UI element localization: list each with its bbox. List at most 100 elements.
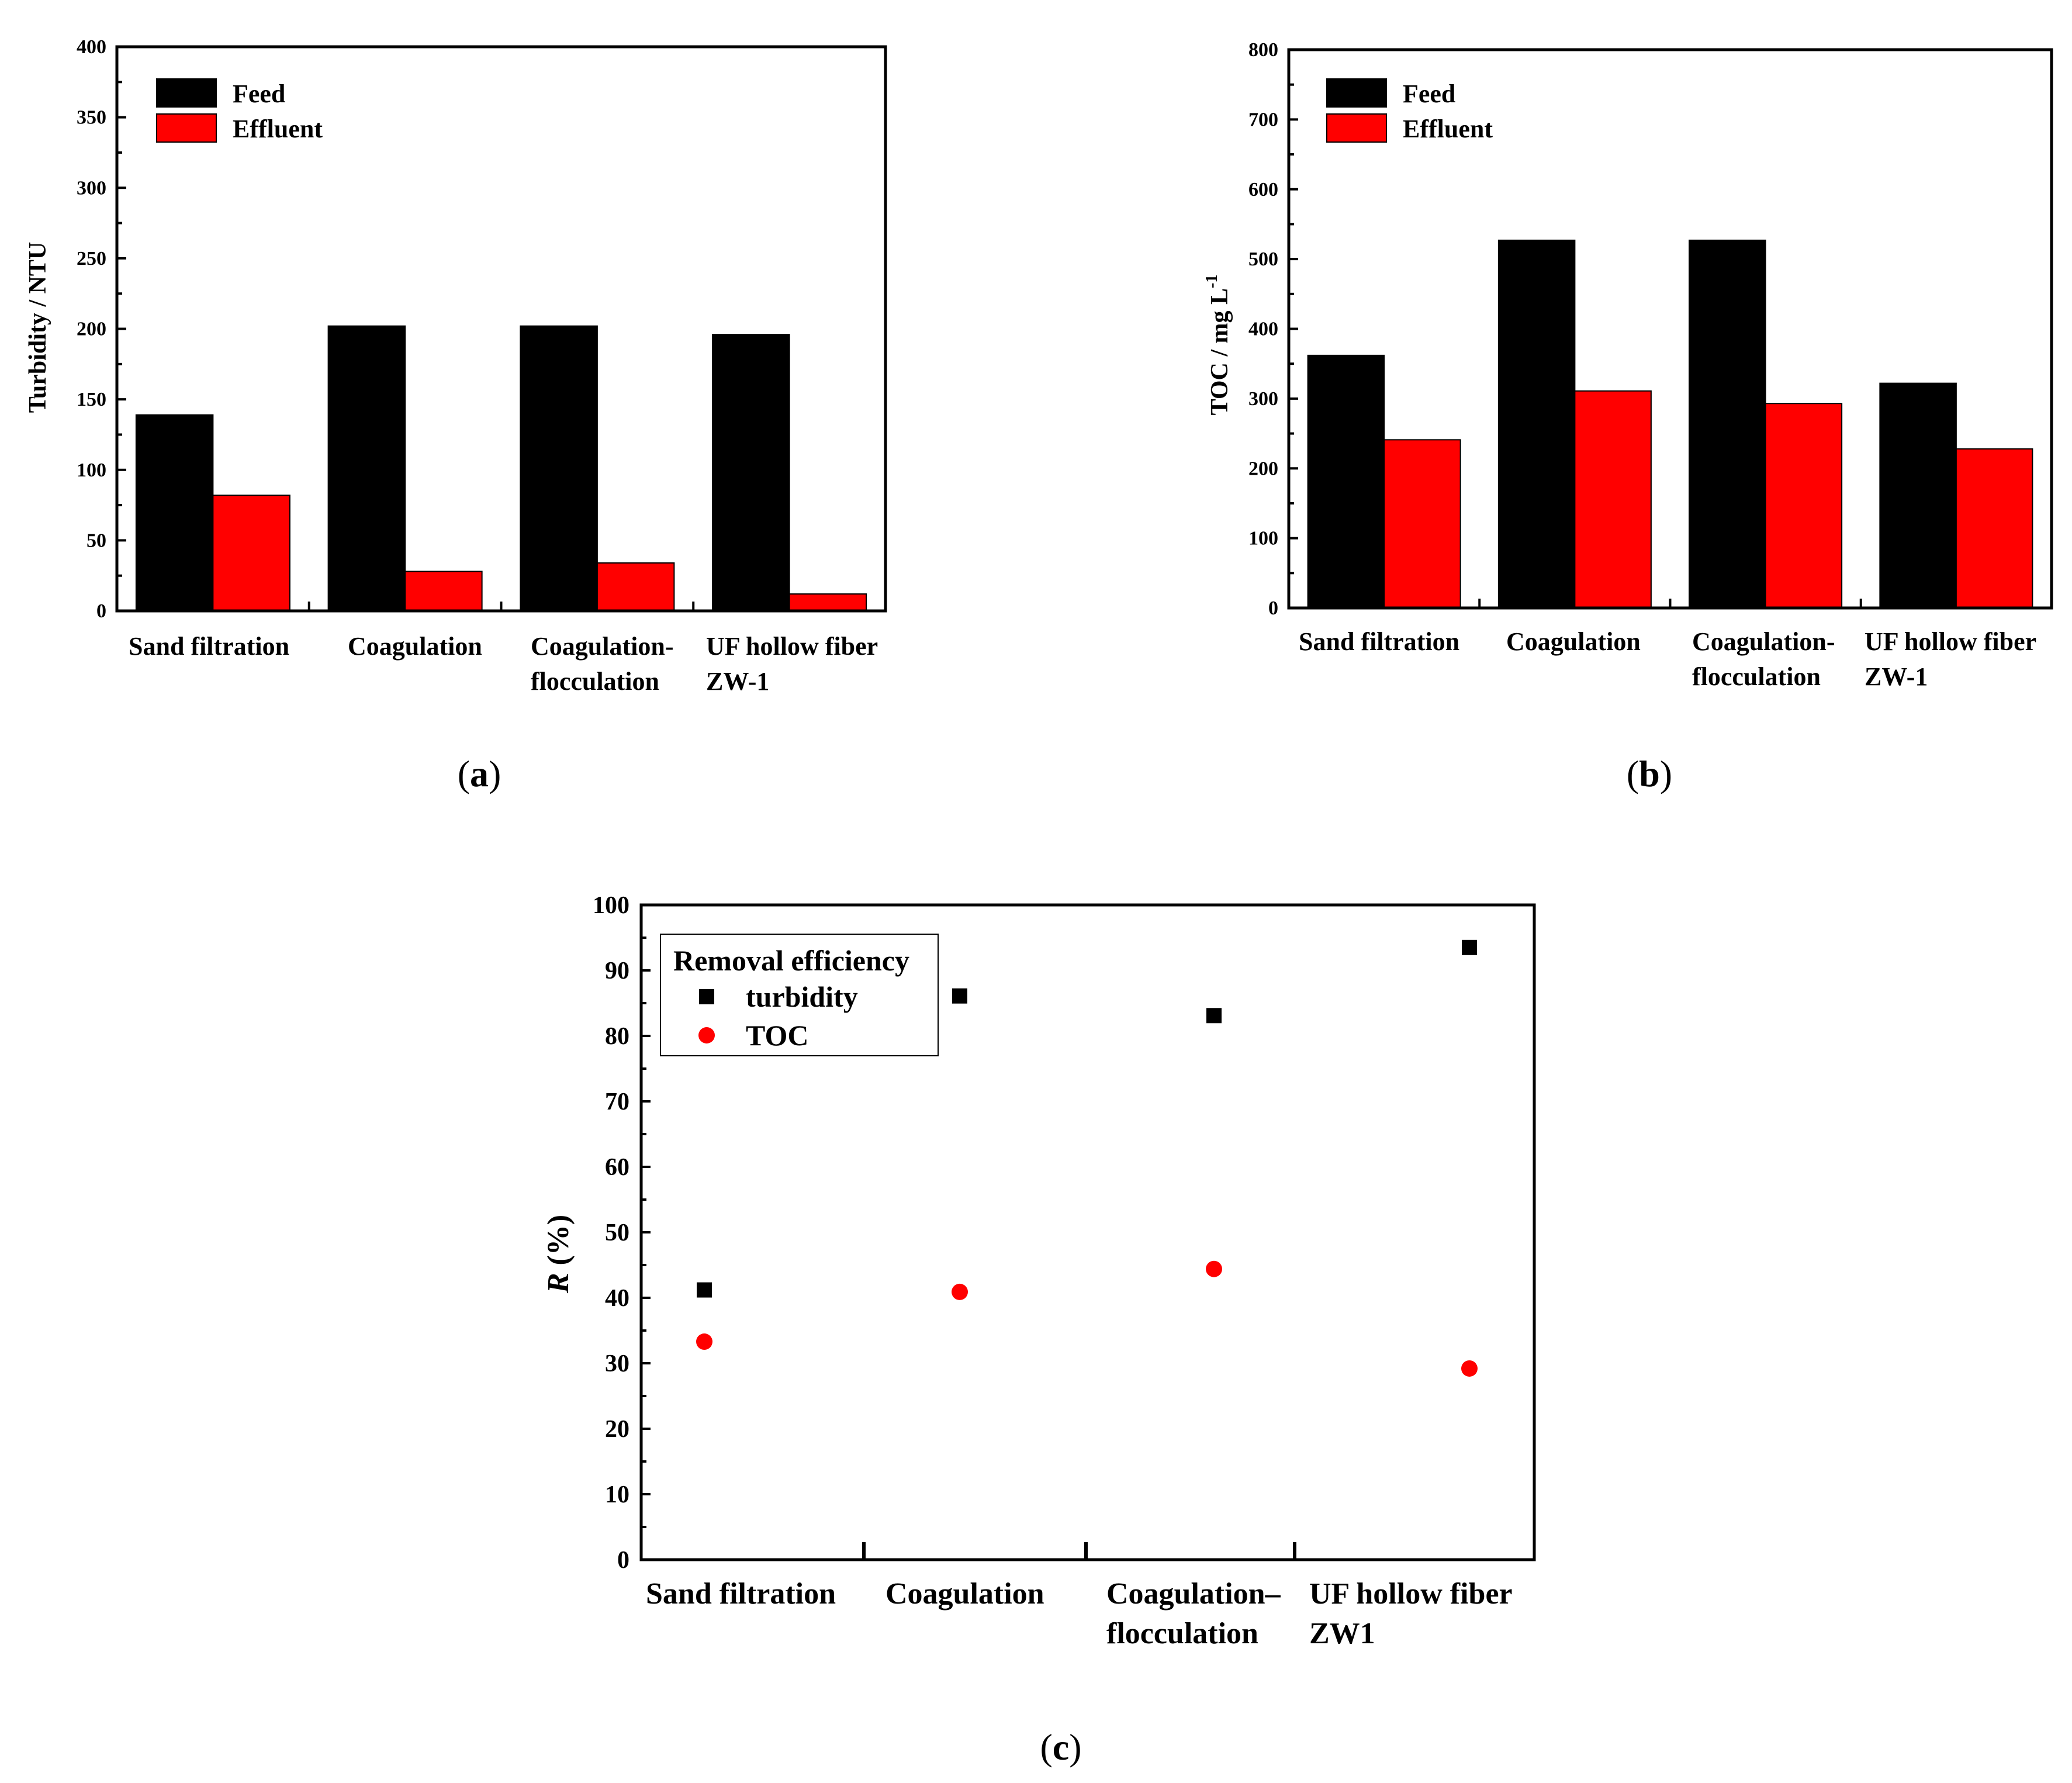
y-tick-label: 20 <box>605 1416 629 1443</box>
y-tick-label: 30 <box>605 1350 629 1377</box>
bar-feed-3 <box>520 325 598 611</box>
point-toc-2 <box>952 1283 968 1300</box>
y-tick-label: 50 <box>605 1219 629 1246</box>
x-category-label: ZW-1 <box>1865 662 1928 691</box>
point-toc-1 <box>696 1333 712 1350</box>
x-category-label: Coagulation- <box>531 632 673 661</box>
panel-label-part: a <box>470 753 489 794</box>
x-category-label: Coagulation– <box>1106 1577 1281 1611</box>
y-tick-label: 400 <box>77 36 106 58</box>
bar-feed-2 <box>1497 239 1576 609</box>
bar-effluent-1 <box>1383 439 1461 609</box>
y-tick-label: 60 <box>605 1154 629 1181</box>
panel-label-part: ) <box>1660 753 1672 794</box>
x-category-label: Coagulation <box>348 632 482 661</box>
y-tick-label: 40 <box>605 1285 629 1312</box>
legend-label-toc: TOC <box>746 1019 808 1052</box>
panel-label-part: ) <box>489 753 501 794</box>
legend-swatch-feed <box>156 78 217 108</box>
panel-label-part: ) <box>1069 1726 1081 1768</box>
y-axis-label-unit: (%) <box>542 1215 575 1273</box>
bar-effluent-2 <box>1574 390 1652 609</box>
legend-swatch-effluent <box>1326 113 1387 143</box>
panel-label-part: ( <box>1040 1726 1052 1768</box>
y-axis-label: Turbidity / NTU <box>25 242 51 413</box>
y-tick-label: 80 <box>605 1023 629 1050</box>
x-category-label: ZW-1 <box>706 667 769 696</box>
bar-effluent-3 <box>1765 403 1843 609</box>
y-tick-label: 10 <box>605 1481 629 1508</box>
y-tick-label: 200 <box>77 319 106 340</box>
x-category-label: ZW1 <box>1309 1617 1375 1650</box>
y-tick-label: 90 <box>605 958 629 984</box>
panel-label: (a) <box>458 753 501 794</box>
bar-effluent-2 <box>404 571 483 612</box>
panel-label-part: ( <box>458 753 470 794</box>
bar-feed-3 <box>1689 239 1766 609</box>
y-tick-label: 600 <box>1248 179 1278 201</box>
y-axis-label-symbol: R <box>542 1273 575 1294</box>
panel-label-part: c <box>1053 1726 1069 1768</box>
bar-feed-4 <box>1879 382 1957 609</box>
y-axis-label-main: TOC / mg L <box>1206 288 1233 415</box>
point-toc-3 <box>1206 1260 1222 1277</box>
bar-effluent-4 <box>788 593 867 611</box>
y-axis-label-superscript: -1 <box>1203 275 1221 288</box>
bar-effluent-1 <box>212 495 290 611</box>
bar-feed-1 <box>1307 354 1385 609</box>
chart-b: 0 100 200 300 400 500 600 700 800 Sand filtration… <box>1203 39 2053 794</box>
y-tick-label: 0 <box>1268 597 1278 619</box>
legend-label-feed: Feed <box>233 80 285 108</box>
bar-feed-2 <box>327 325 406 611</box>
y-tick-label: 50 <box>87 530 106 551</box>
x-category-label: Coagulation <box>1506 627 1641 656</box>
x-category-label: UF hollow fiber <box>1865 627 2036 656</box>
chart-c: 0 10 20 30 40 50 60 70 80 90 100 Sand filtration Coa… <box>542 892 1536 1768</box>
x-category-label: UF hollow fiber <box>1309 1577 1513 1611</box>
x-category-label: Coagulation- <box>1692 627 1835 656</box>
y-axis-label: TOC / mg L-1 <box>1203 275 1233 416</box>
legend-swatch-effluent <box>156 113 217 143</box>
y-tick-label: 0 <box>96 600 106 622</box>
legend-label-effluent: Effluent <box>233 115 323 143</box>
y-tick-label: 300 <box>77 177 106 199</box>
point-turbidity-3 <box>1206 1008 1222 1024</box>
x-category-label: flocculation <box>1106 1617 1258 1650</box>
y-tick-label: 100 <box>593 892 629 919</box>
point-turbidity-4 <box>1462 939 1477 955</box>
y-tick-label: 300 <box>1248 388 1278 410</box>
x-category-label: flocculation <box>1692 662 1821 691</box>
panel-label-part: b <box>1639 753 1660 794</box>
x-category-label: Sand filtration <box>646 1577 836 1611</box>
bar-effluent-4 <box>1955 448 2033 609</box>
bar-feed-4 <box>712 334 790 612</box>
bar-feed-1 <box>135 414 214 611</box>
y-tick-label: 250 <box>77 248 106 269</box>
y-tick-label: 0 <box>617 1547 629 1574</box>
y-tick-label: 800 <box>1248 39 1278 61</box>
panel-label-part: ( <box>1627 753 1639 794</box>
legend-label-turbidity: turbidity <box>746 980 858 1013</box>
legend-marker-turbidity <box>699 989 714 1004</box>
y-axis-label: R (%) <box>542 1215 575 1294</box>
panel-label: (b) <box>1627 753 1672 794</box>
chart-a: 0 50 100 150 200 250 300 350 400 Sand filtration C… <box>25 36 887 794</box>
legend-title: Removal efficiency <box>673 944 909 977</box>
bar-effluent-3 <box>596 562 675 611</box>
point-toc-4 <box>1461 1360 1478 1377</box>
y-tick-label: 150 <box>77 389 106 410</box>
x-category-label: Sand filtration <box>129 632 289 661</box>
x-category-label: UF hollow fiber <box>706 632 878 661</box>
legend-label-feed: Feed <box>1403 80 1455 108</box>
point-turbidity-1 <box>697 1282 712 1298</box>
panel-label: (c) <box>1040 1726 1081 1768</box>
y-tick-label: 400 <box>1248 319 1278 340</box>
y-tick-label: 200 <box>1248 458 1278 479</box>
x-category-label: Sand filtration <box>1299 627 1459 656</box>
x-category-label: flocculation <box>531 667 659 696</box>
legend-swatch-feed <box>1326 78 1387 108</box>
legend-marker-toc <box>698 1027 715 1043</box>
y-tick-label: 700 <box>1248 109 1278 130</box>
y-tick-label: 500 <box>1248 248 1278 270</box>
